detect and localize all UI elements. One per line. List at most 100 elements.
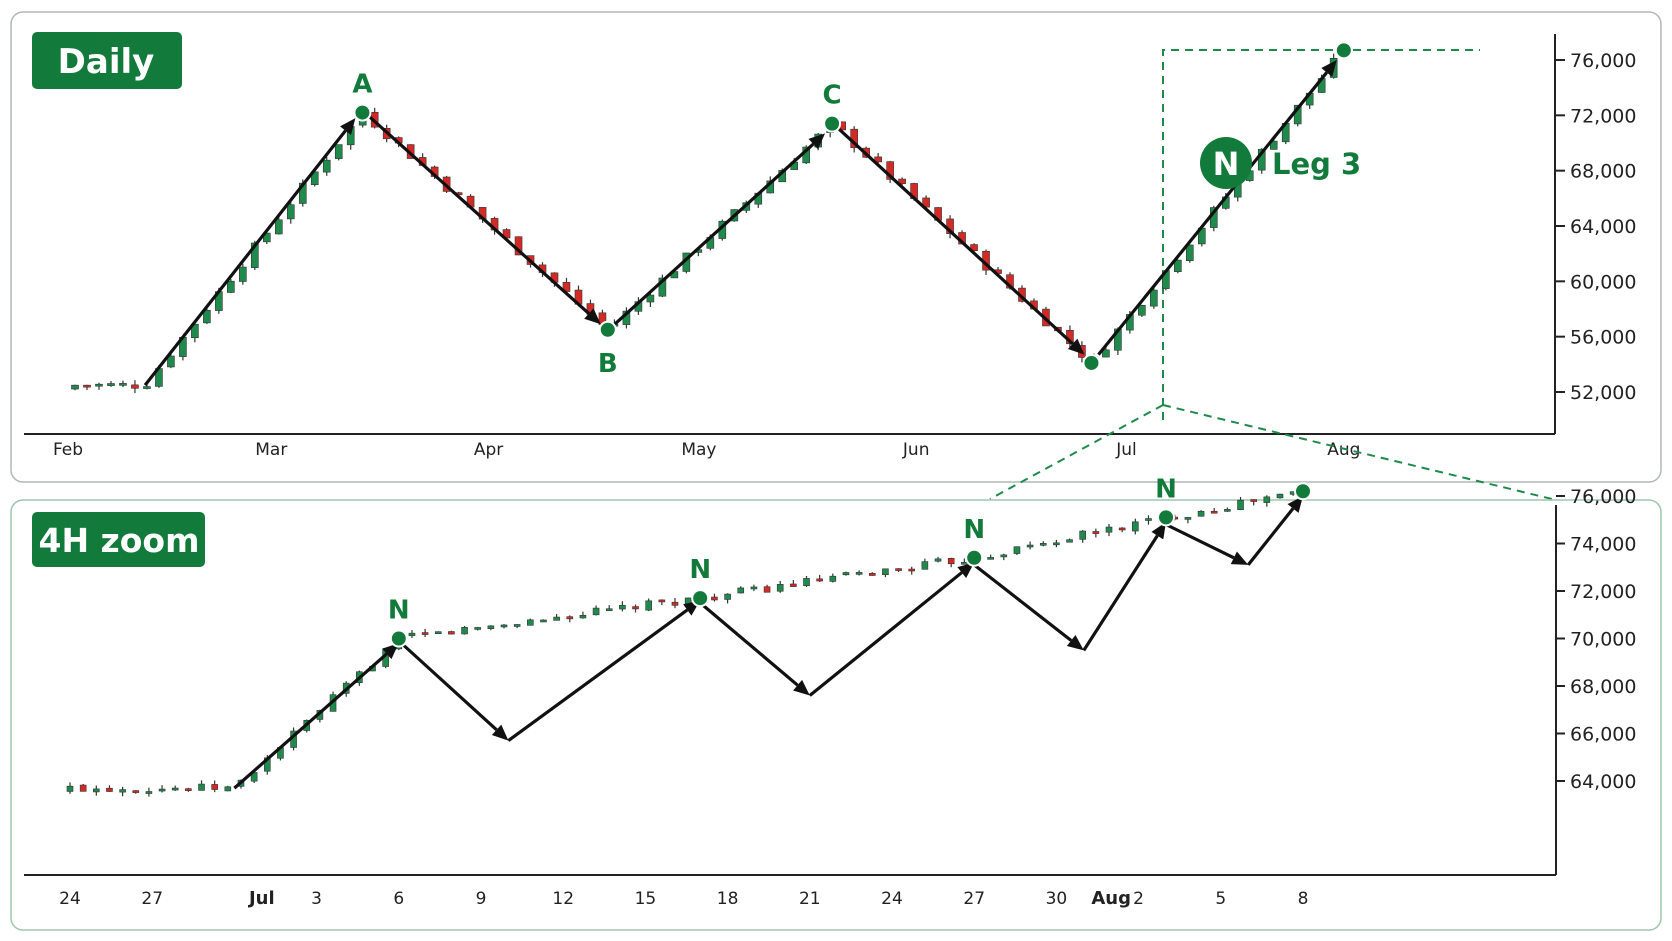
candle-down: [1210, 510, 1218, 514]
candle-up: [286, 204, 295, 220]
pivot-dot: [1334, 41, 1353, 60]
trend-arrow-line: [699, 601, 799, 687]
candle-up: [1276, 493, 1284, 499]
candle-up: [93, 788, 100, 793]
candle-down: [711, 596, 718, 601]
x-tick-label: May: [681, 440, 716, 460]
trend-arrow-line: [973, 563, 1073, 642]
candle-up: [1150, 289, 1158, 307]
candle-up: [1224, 509, 1231, 512]
candle-up: [842, 572, 850, 576]
x-tick-label: 12: [552, 889, 574, 909]
trend-arrow-line: [613, 142, 815, 326]
candle-up: [474, 627, 482, 630]
candle-down: [632, 606, 639, 610]
x-tick-label: 27: [963, 889, 985, 909]
candle-down: [83, 384, 91, 388]
candle-up: [1197, 510, 1205, 517]
candle-up: [251, 242, 259, 268]
candle-up: [461, 627, 468, 635]
zoom-trend-arrows: [233, 496, 1303, 790]
daily-trend-arrows: [143, 60, 1337, 387]
candle-up: [1145, 518, 1152, 521]
candle-up: [158, 788, 166, 792]
x-tick-label: Apr: [474, 440, 503, 460]
candle-down: [1118, 527, 1126, 531]
candle-down: [970, 244, 978, 252]
candle-down: [1092, 531, 1100, 534]
candle-down: [898, 178, 906, 184]
x-tick-label: 2: [1133, 889, 1144, 909]
candle-up: [592, 607, 600, 616]
candle-down: [1250, 499, 1257, 502]
candle-up: [500, 624, 508, 628]
x-tick-label: 27: [141, 889, 163, 909]
trend-arrow-line: [838, 127, 1074, 346]
leg3-label: Leg 3: [1272, 147, 1361, 181]
daily-panel: 52,000 56,000 60,000 64,000 68,000 72,000 76,0…: [10, 11, 1662, 483]
y-tick-label: 76,000: [1570, 50, 1636, 72]
candle-up: [1066, 539, 1073, 543]
candle-up: [1184, 517, 1192, 520]
candle-down: [816, 578, 823, 582]
pivot-dot: [965, 548, 984, 567]
x-tick-label: Aug: [1327, 440, 1360, 460]
candle-up: [203, 309, 211, 324]
trend-arrow-line: [507, 608, 689, 742]
candle-down: [874, 156, 882, 163]
trend-arrow-line: [1165, 523, 1235, 560]
y-tick-label: 56,000: [1570, 327, 1636, 349]
trend-arrow-line: [1097, 71, 1328, 356]
x-tick-label: 5: [1215, 889, 1226, 909]
trend-arrow-head: [382, 643, 399, 660]
x-tick-label: 18: [717, 889, 739, 909]
pivot-label: N: [388, 596, 410, 626]
pivot-dot: [1082, 353, 1101, 372]
candle-down: [132, 790, 140, 793]
trend-arrow-head: [1287, 496, 1303, 513]
y-tick-label: 66,000: [1570, 724, 1636, 746]
candle-up: [1186, 244, 1194, 261]
zoom-connector-right: [1162, 404, 1553, 500]
trend-arrow-head: [1067, 338, 1085, 355]
candle-up: [961, 562, 968, 565]
candle-down: [763, 586, 771, 593]
trend-arrow-head: [1066, 635, 1084, 651]
pivot-dot: [691, 589, 710, 608]
pivot-label: N: [963, 515, 985, 545]
candle-up: [71, 384, 79, 390]
candle-up: [579, 615, 587, 619]
y-tick-label: 68,000: [1570, 161, 1636, 183]
candle-down: [947, 557, 955, 565]
pivot-dot: [823, 114, 842, 133]
trend-arrow-line: [143, 129, 347, 387]
zoom-panel: 64,000 66,000 68,000 70,000 72,000 74,000 76,0…: [10, 474, 1662, 931]
candle-up: [776, 584, 784, 592]
candle-up: [605, 608, 613, 612]
candle-up: [619, 604, 626, 610]
zoom-y-ticks: 64,000 66,000 68,000 70,000 72,000 74,000 76,0…: [1556, 486, 1636, 793]
candle-down: [211, 784, 218, 790]
x-tick-label: Jun: [902, 440, 930, 460]
pivot-dot: [1294, 482, 1312, 501]
y-tick-label: 52,000: [1570, 382, 1636, 404]
candle-up: [322, 159, 331, 173]
daily-badge: Daily: [32, 32, 182, 89]
daily-badge-bg: [32, 32, 182, 89]
candle-down: [886, 161, 894, 180]
pivot-dot: [1157, 508, 1175, 527]
y-tick-label: 72,000: [1570, 105, 1636, 127]
candle-up: [167, 355, 175, 368]
candle-up: [274, 219, 283, 235]
candle-up: [829, 575, 837, 582]
trend-arrow-head: [340, 118, 356, 136]
candle-up: [527, 619, 534, 626]
candle-up: [408, 632, 416, 637]
daily-panel-frame: [10, 11, 1662, 483]
candle-up: [1079, 530, 1087, 540]
x-tick-label: Jul: [1115, 440, 1137, 460]
candle-up: [198, 783, 205, 791]
candle-up: [987, 557, 994, 560]
trend-arrow-line: [397, 639, 498, 732]
candle-up: [227, 280, 235, 293]
